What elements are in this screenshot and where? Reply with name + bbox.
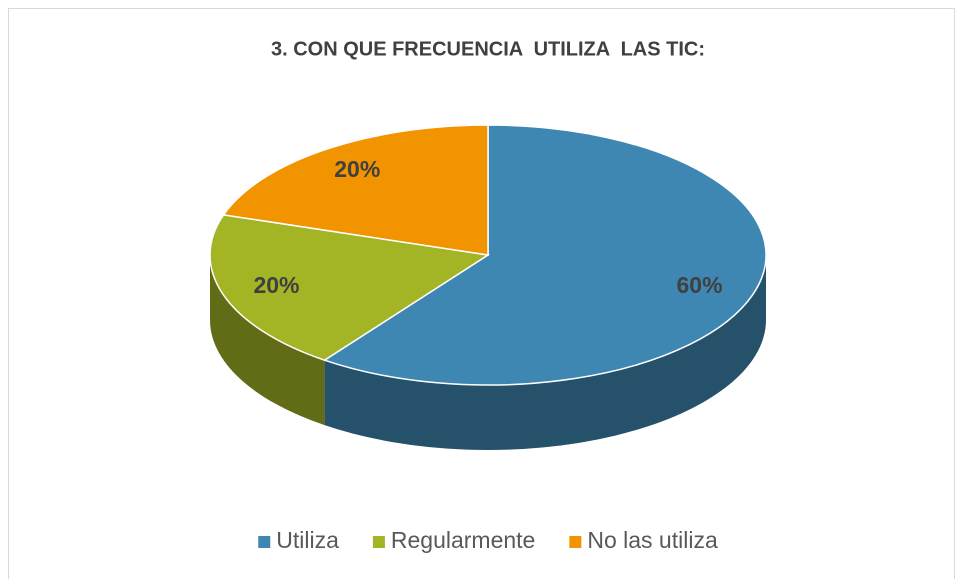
chart-title: 3. CON QUE FRECUENCIA UTILIZA LAS TIC: [271,38,705,60]
legend-label: Utiliza [276,527,339,553]
pie-slice [209,214,491,361]
pie-slice-side [324,255,766,450]
pie-slice [222,124,489,256]
legend-swatch [258,536,271,548]
data-label: 20% [334,156,380,182]
legend-swatch [569,536,582,548]
legend-label: Regularmente [391,527,535,553]
pie-slice-side [210,255,325,426]
legend-label: No las utiliza [587,527,718,553]
legend-swatch [372,536,385,548]
data-label: 20% [253,272,299,298]
pie-slice [322,124,767,386]
data-label: 60% [676,272,722,298]
